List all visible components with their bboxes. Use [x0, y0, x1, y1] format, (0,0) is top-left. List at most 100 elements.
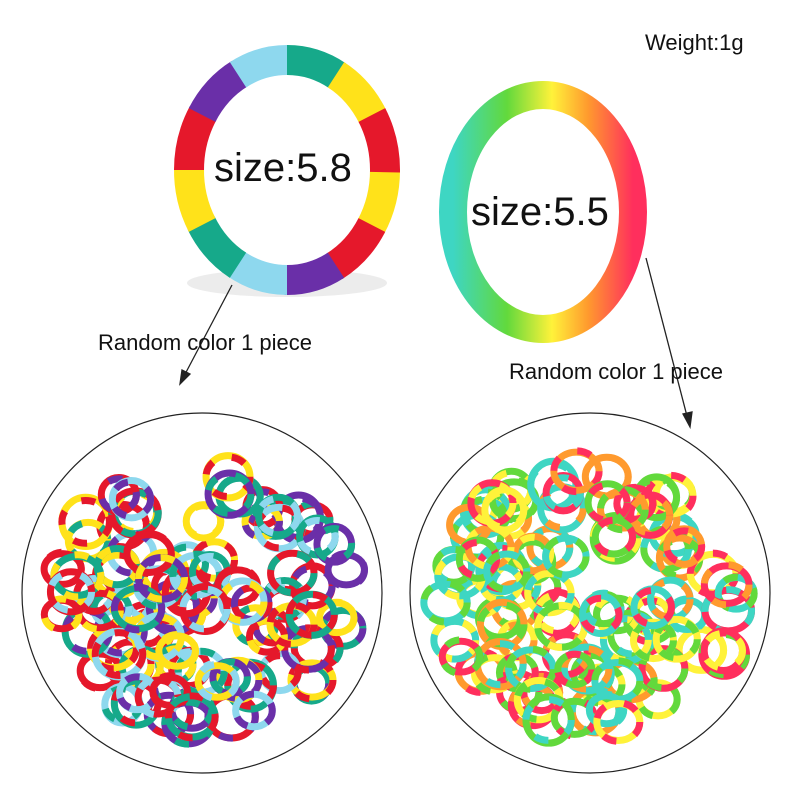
caption-left: Random color 1 piece	[98, 330, 313, 355]
small-ring-stripe	[155, 631, 200, 672]
size-label-ring-a: size:5.8	[214, 146, 352, 190]
small-ring-stripe	[194, 660, 240, 703]
small-ring-stripe	[591, 516, 637, 558]
caption-right: Random color 1 piece	[509, 359, 724, 384]
small-ring-stripe	[663, 527, 706, 566]
small-ring-stripe	[640, 525, 692, 573]
ring-segment	[357, 169, 400, 235]
small-ring-stripe	[209, 658, 251, 697]
small-ring-stripe	[319, 606, 367, 650]
ring-segment	[327, 62, 387, 124]
small-ring-stripe	[526, 526, 574, 570]
small-ring-stripe	[224, 661, 277, 710]
weight-label: Weight:1g	[645, 30, 744, 55]
small-ring-stripe	[190, 538, 239, 582]
small-ring-stripe	[524, 570, 575, 617]
small-ring-stripe	[627, 494, 674, 537]
small-ring-stripe	[135, 554, 189, 603]
ring-segment	[188, 60, 249, 123]
small-ring-stripe	[473, 640, 527, 689]
small-ring-stripe	[170, 576, 218, 620]
small-ring-stripe	[505, 645, 557, 693]
small-ring-stripe	[635, 678, 681, 720]
small-ring-stripe	[483, 549, 531, 594]
small-ring-stripe	[266, 601, 318, 648]
small-ring-stripe	[476, 601, 528, 648]
small-ring-stripe	[281, 624, 335, 674]
small-ring-stripe	[464, 524, 515, 570]
small-ring-stripe	[581, 453, 632, 500]
small-ring-stripe	[316, 598, 358, 637]
small-ring-stripe	[700, 629, 747, 672]
small-ring-stripe	[123, 530, 175, 578]
small-ring-stripe	[489, 561, 542, 610]
small-ring-stripe	[636, 499, 681, 540]
small-ring-stripe	[313, 525, 356, 564]
small-ring-stripe	[700, 561, 753, 609]
small-ring-stripe	[258, 652, 302, 693]
small-ring-stripe	[511, 533, 555, 574]
small-ring-stripe	[75, 588, 124, 633]
small-ring-stripe	[164, 543, 210, 585]
small-ring-stripe	[629, 618, 677, 662]
small-ring-stripe	[686, 549, 740, 598]
small-ring-stripe	[108, 478, 155, 520]
small-ring-stripe	[541, 632, 591, 678]
small-ring-stripe	[454, 648, 507, 696]
small-ring-stripe	[91, 629, 147, 679]
small-ring-stripe	[118, 646, 164, 688]
small-ring-stripe	[550, 447, 603, 496]
small-ring-stripe	[202, 453, 254, 501]
small-ring-stripe	[675, 626, 728, 674]
small-ring-stripe	[40, 548, 85, 590]
small-ring-stripe	[698, 630, 751, 679]
ring-segment	[187, 216, 247, 278]
small-ring-stripe	[104, 641, 155, 687]
small-ring-stripe	[232, 690, 276, 731]
small-ring-stripe	[522, 696, 575, 744]
small-ring-stripe	[430, 617, 480, 663]
small-ring-stripe	[652, 617, 701, 662]
bundle-circle-left	[21, 412, 383, 774]
small-ring-stripe	[289, 564, 336, 608]
small-ring-stripe	[647, 577, 694, 621]
small-ring-stripe	[714, 573, 758, 614]
arrow-right	[645, 257, 693, 430]
ring-segment	[358, 108, 400, 173]
small-ring-stripe	[215, 474, 264, 519]
small-ring-stripe	[287, 657, 337, 703]
small-ring-stripe	[554, 650, 596, 689]
small-ring-stripe	[149, 672, 191, 711]
ring-segment	[284, 252, 345, 295]
ring-segment	[227, 251, 288, 295]
small-ring-stripe	[613, 483, 657, 524]
small-ring-stripe	[40, 595, 83, 634]
bundle-circle-right	[409, 412, 771, 774]
ring-size-5-8	[174, 45, 400, 297]
small-ring-stripe	[182, 502, 225, 541]
small-ring-stripe	[285, 591, 338, 639]
small-ring-stripe	[630, 586, 675, 628]
small-ring-stripe	[420, 579, 471, 626]
small-ring-stripe	[599, 616, 652, 664]
small-ring-stripe	[591, 657, 644, 705]
small-ring-stripe	[267, 550, 318, 597]
small-ring-stripe	[204, 471, 255, 517]
small-ring-stripe	[576, 662, 626, 707]
small-ring-stripe	[296, 516, 339, 557]
small-ring-stripe	[255, 495, 302, 537]
small-ring-stripe	[218, 579, 268, 625]
small-ring-stripe	[467, 480, 517, 526]
arrow-left	[179, 284, 233, 386]
small-ring-stripe	[143, 691, 195, 738]
ring-segment	[286, 45, 347, 89]
small-ring-stripe	[560, 645, 613, 693]
ring-size-5-5	[439, 81, 647, 343]
small-ring-stripe	[542, 534, 590, 579]
small-ring-stripe	[584, 481, 631, 524]
small-ring-stripe	[578, 594, 623, 635]
small-ring-stripe	[438, 636, 484, 677]
small-ring-stripe	[214, 657, 263, 703]
size-label-ring-b: size:5.5	[471, 190, 609, 234]
